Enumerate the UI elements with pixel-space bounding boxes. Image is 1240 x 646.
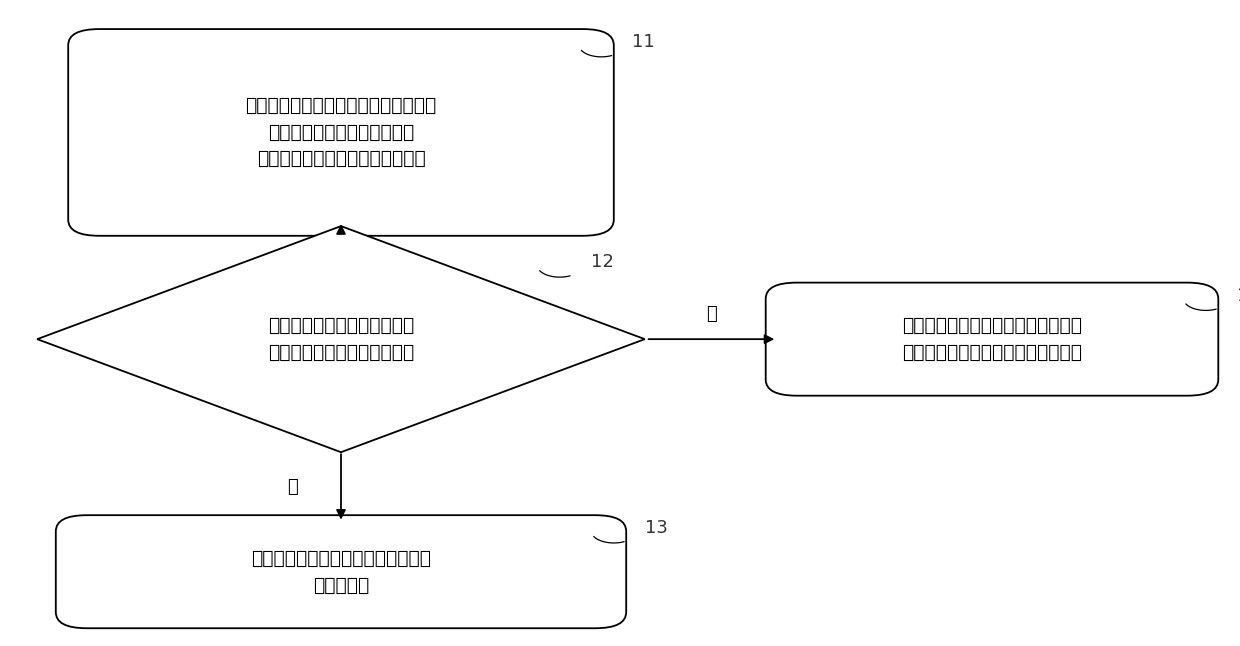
Text: 12: 12 [590, 253, 614, 271]
Text: 11: 11 [632, 33, 655, 51]
FancyBboxPatch shape [766, 283, 1218, 395]
Text: 是: 是 [706, 305, 717, 323]
Text: 向终端设备发送当前车辆非目标充电
车辆的消息: 向终端设备发送当前车辆非目标充电 车辆的消息 [250, 549, 432, 594]
Text: 14: 14 [1238, 287, 1240, 304]
Text: 确定当前进入目标充电车位的
当前车辆是否为目标充电车辆: 确定当前进入目标充电车位的 当前车辆是否为目标充电车辆 [268, 317, 414, 362]
Text: 13: 13 [645, 519, 667, 537]
Polygon shape [37, 226, 645, 452]
FancyBboxPatch shape [68, 29, 614, 236]
Text: 在接收到终端设备发送的针对目标充电
车位的进入车位请求后，向该
车位的车位锁发送车位锁开启指令: 在接收到终端设备发送的针对目标充电 车位的进入车位请求后，向该 车位的车位锁发送… [246, 96, 436, 169]
FancyBboxPatch shape [56, 516, 626, 628]
Text: 向目标车位的充电桩发送充电指令，
然后向终端设备发送充电开始的消息: 向目标车位的充电桩发送充电指令， 然后向终端设备发送充电开始的消息 [901, 317, 1083, 362]
Text: 否: 否 [286, 478, 298, 496]
